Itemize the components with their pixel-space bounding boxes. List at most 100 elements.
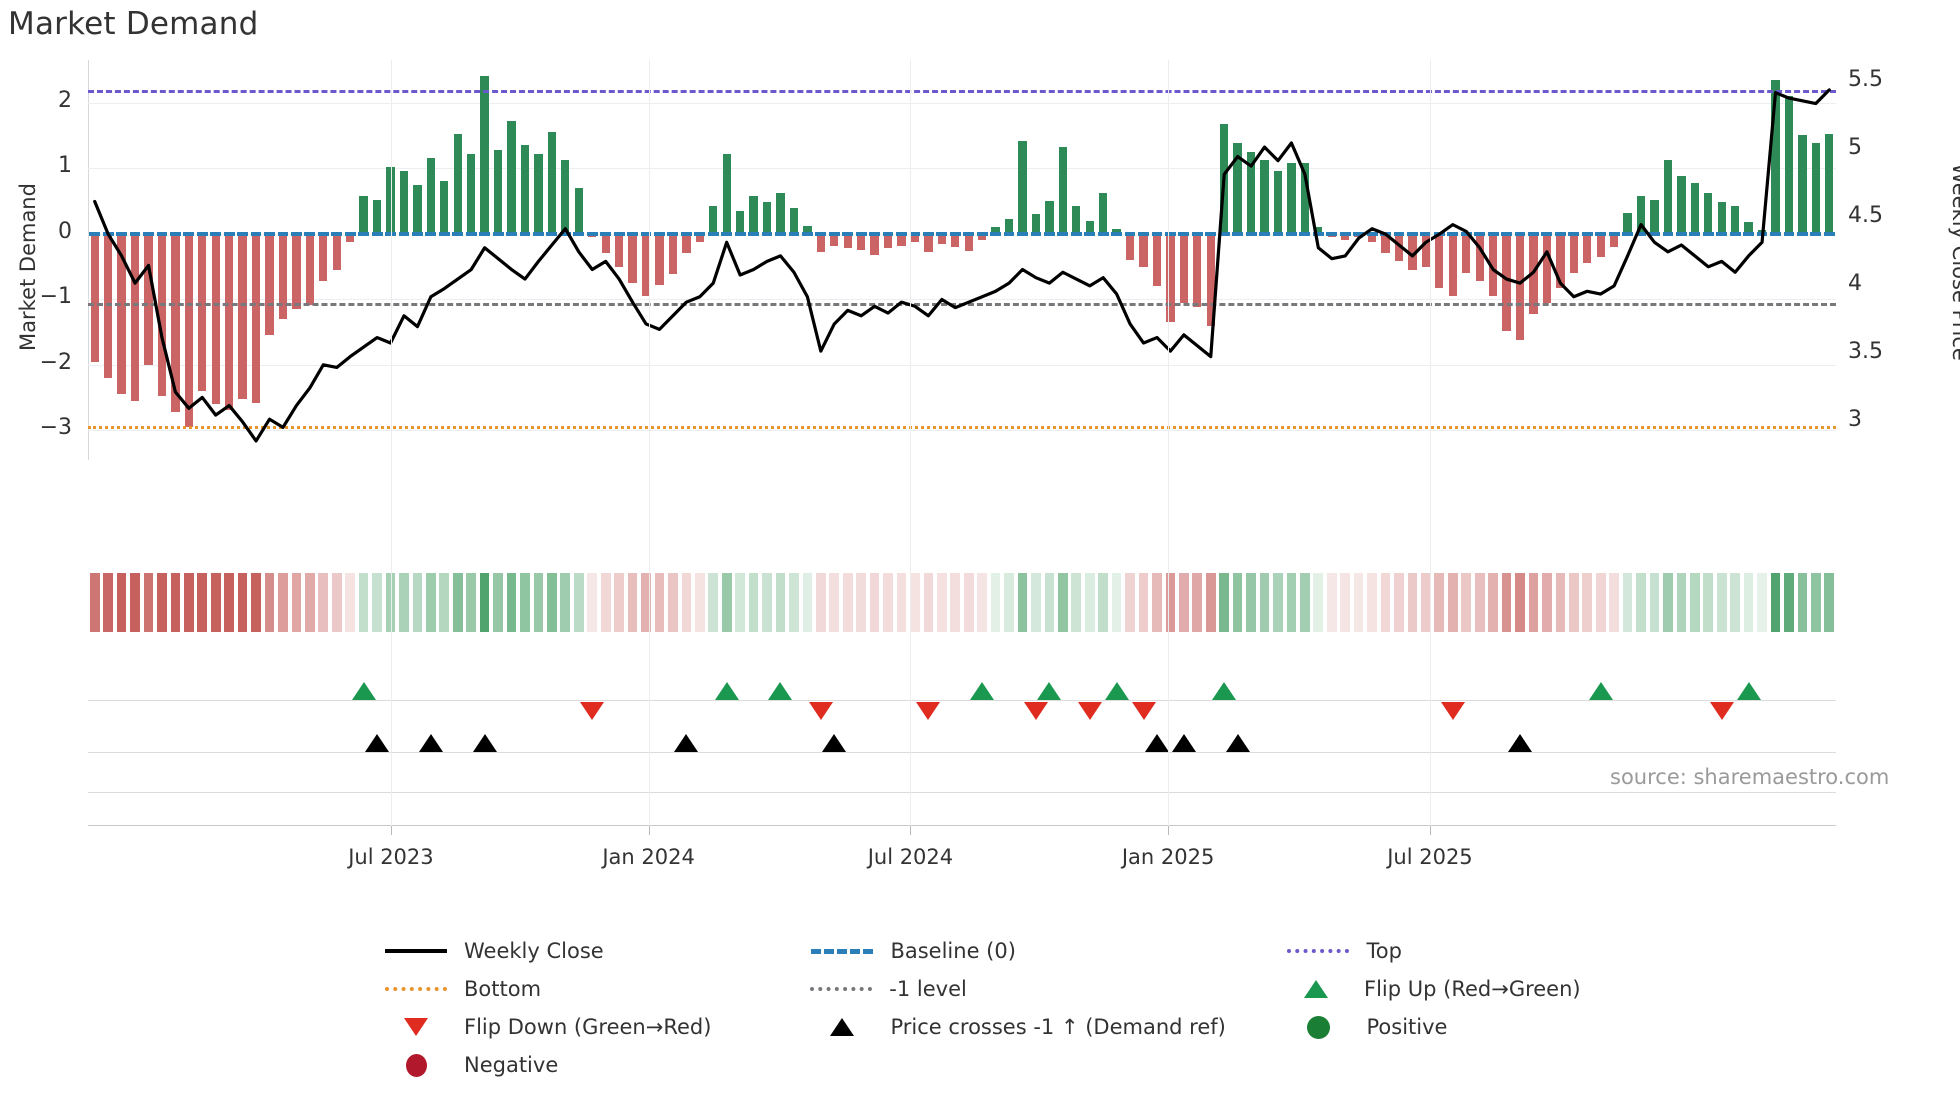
baseline-tick [1595, 231, 1607, 236]
flip-down-marker [1709, 702, 1734, 720]
baseline-tick [1528, 231, 1539, 236]
demand-bar [1663, 160, 1673, 234]
legend-item[interactable]: Top [1282, 939, 1580, 963]
baseline-tick [1729, 231, 1741, 236]
heat-cell [1138, 573, 1149, 632]
baseline-tick [640, 231, 652, 236]
heat-cell [1219, 573, 1230, 632]
y-right-tick-label: 5 [1848, 134, 1862, 160]
baseline-tick [855, 231, 867, 236]
legend-item[interactable]: Bottom [380, 977, 805, 1001]
gridline [88, 102, 1836, 104]
heat-cell [869, 573, 880, 632]
triangle-up-black-icon [806, 1015, 878, 1039]
heat-cell [1273, 573, 1283, 632]
x-tick-mark [910, 826, 912, 835]
demand-bar [1300, 162, 1310, 234]
baseline-tick [748, 231, 759, 236]
line-dotted-gray-icon [805, 977, 877, 1001]
legend-item[interactable]: Flip Up (Red→Green) [1280, 977, 1581, 1001]
demand-bar [1408, 233, 1417, 270]
baseline-tick [1702, 231, 1714, 236]
demand-bar [1273, 171, 1283, 234]
demand-bar [1125, 233, 1135, 260]
demand-bar [776, 193, 785, 234]
heat-cell [264, 573, 275, 632]
baseline-tick [1770, 231, 1781, 236]
baseline-tick [344, 231, 356, 236]
demand-intensity-strip [88, 573, 1836, 632]
baseline-tick [1097, 231, 1109, 236]
legend-item[interactable]: Weekly Close [380, 939, 806, 963]
demand-bar [238, 233, 247, 399]
heat-cell [1058, 573, 1068, 632]
line-solid-black-icon [380, 939, 452, 963]
heat-cell [1313, 573, 1324, 632]
legend-item[interactable]: Positive [1282, 1015, 1580, 1039]
legend-label: Baseline (0) [890, 939, 1016, 963]
baseline-tick [949, 231, 961, 236]
baseline-tick [465, 231, 477, 236]
baseline-tick [1326, 231, 1338, 236]
heat-cell [587, 573, 598, 632]
triangle-up-green-glyph [1304, 980, 1328, 998]
heat-cell [1461, 573, 1472, 632]
baseline-tick [1017, 231, 1028, 236]
baseline-tick [963, 231, 975, 236]
gridline [88, 299, 1836, 301]
baseline-tick [801, 231, 813, 236]
demand-bar [803, 225, 812, 234]
heat-cell [856, 573, 866, 632]
heat-cell [1447, 573, 1458, 632]
baseline-tick [331, 231, 343, 236]
baseline-tick [922, 231, 934, 236]
baseline-tick [1312, 231, 1324, 236]
flip-down-marker [1131, 702, 1156, 720]
baseline-tick [1447, 231, 1459, 236]
demand-bar [90, 233, 99, 362]
demand-bar [144, 233, 153, 365]
heat-cell [735, 573, 745, 632]
heat-cell [1555, 573, 1566, 632]
legend-item[interactable]: -1 level [805, 977, 1280, 1001]
baseline-tick [492, 231, 504, 236]
legend-item[interactable]: Flip Down (Green→Red) [380, 1015, 806, 1039]
flip-up-marker [351, 682, 376, 700]
demand-bar [574, 187, 583, 234]
demand-bar [520, 145, 530, 234]
demand-bar [319, 233, 328, 281]
baseline-tick [1649, 231, 1660, 236]
demand-bar [493, 149, 503, 234]
heat-cell [1770, 573, 1781, 632]
price-cross-marker [822, 734, 847, 752]
heat-cell [775, 573, 786, 632]
baseline-tick [586, 231, 598, 236]
legend-item[interactable]: Negative [380, 1053, 806, 1077]
demand-bar [910, 233, 920, 242]
baseline-tick [627, 231, 638, 236]
demand-bar [1246, 151, 1256, 234]
baseline-tick [1084, 231, 1096, 236]
y-right-tick-label: 3 [1848, 406, 1862, 432]
legend-label: Negative [464, 1053, 559, 1077]
x-tick-mark [1168, 826, 1170, 835]
heat-cell [89, 573, 100, 632]
flip-down-marker [808, 702, 833, 720]
heat-cell [1232, 573, 1243, 632]
demand-bar [856, 233, 866, 251]
baseline-tick [264, 231, 275, 236]
legend-item[interactable]: Baseline (0) [806, 939, 1282, 963]
heat-cell [789, 573, 799, 632]
baseline-tick [600, 231, 612, 236]
baseline-tick [546, 231, 558, 236]
heat-cell [1515, 573, 1525, 632]
baseline-tick [1366, 231, 1378, 236]
legend-item[interactable]: Price crosses -1 ↑ (Demand ref) [806, 1015, 1282, 1039]
y-axis-right-label: Weekly Close Price [1948, 163, 1960, 361]
price-cross-marker [1225, 734, 1250, 752]
plot-left-spine [88, 60, 89, 460]
demand-bar [614, 233, 624, 267]
demand-bar [682, 233, 691, 254]
demand-bar [668, 233, 678, 275]
demand-bar [278, 233, 288, 319]
